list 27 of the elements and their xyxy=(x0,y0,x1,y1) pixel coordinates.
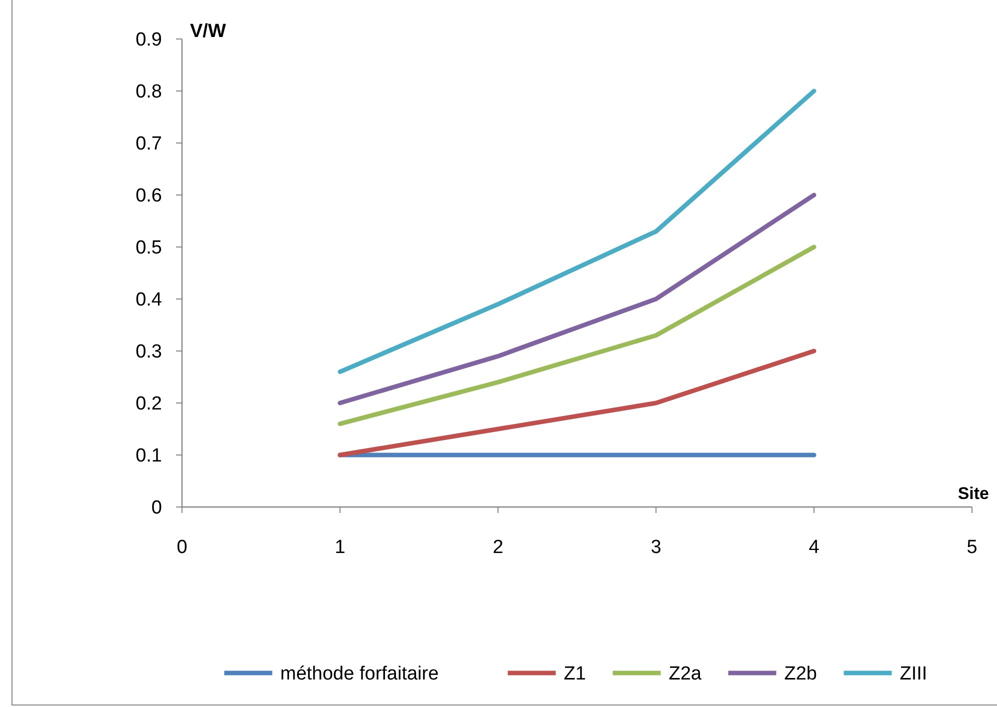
x-tick-label: 0 xyxy=(176,537,188,558)
line-series xyxy=(338,192,816,406)
y-tick-label: 0.5 xyxy=(136,238,162,259)
y-tick-label: 0.9 xyxy=(136,30,162,51)
y-tick-label: 0.6 xyxy=(136,186,162,207)
legend-label: Z2b xyxy=(784,664,817,685)
x-tick-label: 5 xyxy=(966,537,978,558)
x-axis-title: Site xyxy=(958,484,989,503)
x-tick-label: 1 xyxy=(334,537,346,558)
line-series xyxy=(338,244,816,426)
y-axis-title: V/W xyxy=(190,21,226,42)
x-tick-label: 4 xyxy=(808,537,820,558)
y-tick-label: 0.4 xyxy=(136,290,162,311)
line-series xyxy=(338,88,816,374)
y-tick-label: 0.8 xyxy=(136,82,162,103)
y-tick-label: 0.7 xyxy=(136,134,162,155)
legend-label: ZIII xyxy=(900,664,928,685)
y-tick-label: 0 xyxy=(151,498,162,519)
legend-label: Z2a xyxy=(668,664,702,685)
legend-label: Z1 xyxy=(564,664,586,685)
x-tick-label: 3 xyxy=(650,537,662,558)
line-series xyxy=(338,348,816,458)
y-tick-label: 0.3 xyxy=(136,342,162,363)
legend-label: méthode forfaitaire xyxy=(280,664,439,685)
y-tick-label: 0.1 xyxy=(136,446,162,467)
x-tick-label: 2 xyxy=(492,537,504,558)
y-tick-label: 0.2 xyxy=(136,394,162,415)
